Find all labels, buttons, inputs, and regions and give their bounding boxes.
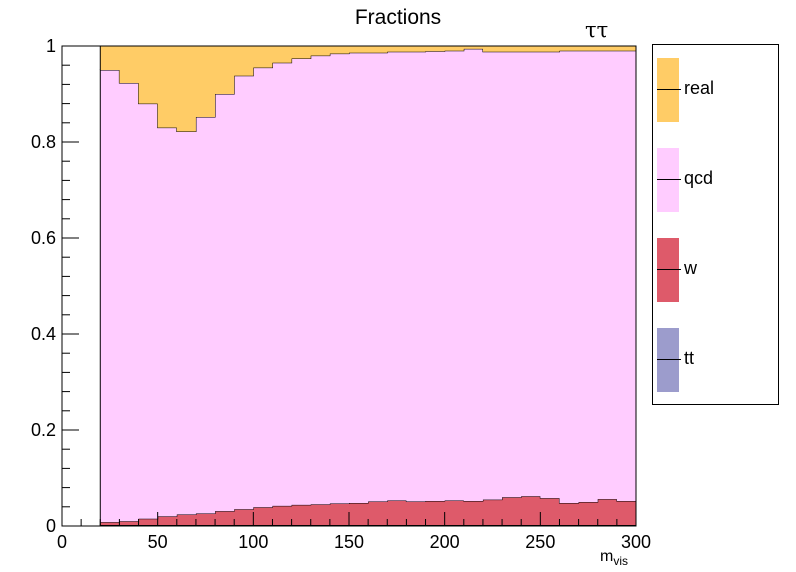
y-tick-label: 1 (46, 36, 56, 56)
channel-label: ττ (585, 18, 609, 42)
legend-entry-tt: tt (653, 328, 780, 392)
x-tick-label: 200 (430, 532, 460, 552)
x-axis-label-sub: vis (613, 554, 628, 569)
legend-line-tt (657, 359, 681, 360)
x-tick-label: 0 (57, 532, 67, 552)
legend-line-real (657, 89, 681, 90)
legend-entry-qcd: qcd (653, 148, 780, 212)
legend-entry-w: w (653, 238, 780, 302)
y-tick-label: 0.4 (31, 324, 56, 344)
legend-label-qcd: qcd (684, 168, 714, 188)
series-real-area (100, 46, 637, 132)
x-tick-label: 300 (621, 532, 651, 552)
y-tick-label: 0.6 (31, 228, 56, 248)
x-axis-label-main: m (600, 548, 614, 565)
legend: real qcd w tt (652, 44, 779, 405)
legend-label-tt: tt (684, 348, 695, 368)
legend-label-real: real (684, 78, 715, 98)
x-tick-label: 250 (525, 532, 555, 552)
legend-swatch-tt (657, 328, 679, 392)
legend-line-w (657, 269, 681, 270)
series-w-area (100, 496, 637, 526)
legend-swatch-w (657, 238, 679, 302)
y-tick-label: 0.8 (31, 132, 56, 152)
x-tick-label: 100 (238, 532, 268, 552)
legend-entry-real: real (653, 58, 780, 122)
legend-label-w: w (684, 258, 697, 278)
x-axis-label: mvis (600, 548, 628, 568)
legend-line-qcd (657, 179, 681, 180)
y-tick-label: 0 (46, 516, 56, 536)
y-tick-label: 0.2 (31, 420, 56, 440)
x-tick-label: 150 (334, 532, 364, 552)
chart-title: Fractions (354, 6, 442, 29)
series-qcd-area (100, 48, 637, 523)
legend-swatch-qcd (657, 148, 679, 212)
legend-swatch-real (657, 58, 679, 122)
x-tick-label: 50 (148, 532, 168, 552)
